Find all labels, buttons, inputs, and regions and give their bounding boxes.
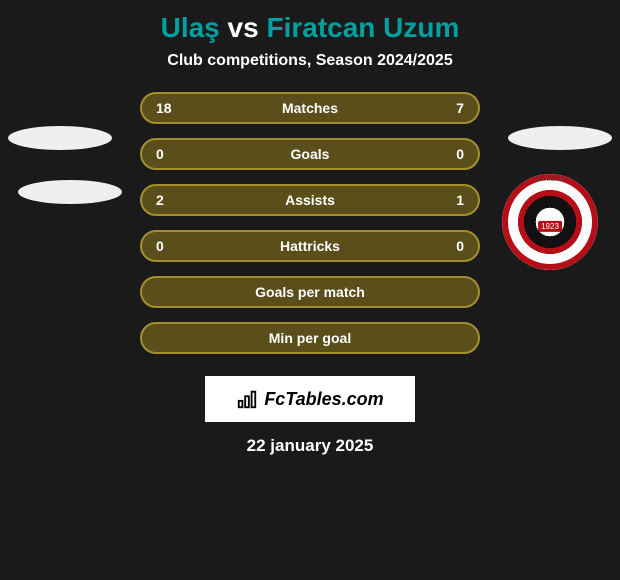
stat-right-value: 0 [456, 146, 464, 162]
player2-name: Firatcan Uzum [266, 12, 459, 43]
stat-label: Goals per match [142, 284, 478, 300]
stat-label: Hattricks [142, 238, 478, 254]
badge-top-text: Ankara [502, 176, 598, 183]
stat-label: Min per goal [142, 330, 478, 346]
date-text: 22 january 2025 [0, 436, 620, 456]
chart-icon [236, 388, 258, 410]
stat-row-goals-per-match: Goals per match [140, 276, 480, 308]
stat-left-value: 0 [156, 238, 164, 254]
stat-left-value: 2 [156, 192, 164, 208]
stat-row-matches: 18 Matches 7 [140, 92, 480, 124]
player1-name: Ulaş [161, 12, 220, 43]
player2-avatar-placeholder [508, 126, 612, 150]
player2-club-badge: Ankara 1923 [502, 174, 598, 270]
stat-row-assists: 2 Assists 1 [140, 184, 480, 216]
vs-text: vs [228, 12, 259, 43]
stat-left-value: 18 [156, 100, 172, 116]
stat-right-value: 0 [456, 238, 464, 254]
stat-label: Goals [142, 146, 478, 162]
player1-club-placeholder [18, 180, 122, 204]
stat-left-value: 0 [156, 146, 164, 162]
stat-row-goals: 0 Goals 0 [140, 138, 480, 170]
stat-label: Assists [142, 192, 478, 208]
badge-year: 1923 [538, 221, 562, 232]
subtitle: Club competitions, Season 2024/2025 [0, 52, 620, 70]
stat-row-min-per-goal: Min per goal [140, 322, 480, 354]
stat-right-value: 1 [456, 192, 464, 208]
stat-right-value: 7 [456, 100, 464, 116]
brand-text: FcTables.com [264, 389, 383, 410]
page-title: Ulaş vs Firatcan Uzum [0, 0, 620, 52]
stat-row-hattricks: 0 Hattricks 0 [140, 230, 480, 262]
stat-label: Matches [142, 100, 478, 116]
player1-avatar-placeholder [8, 126, 112, 150]
brand-banner[interactable]: FcTables.com [205, 376, 415, 422]
